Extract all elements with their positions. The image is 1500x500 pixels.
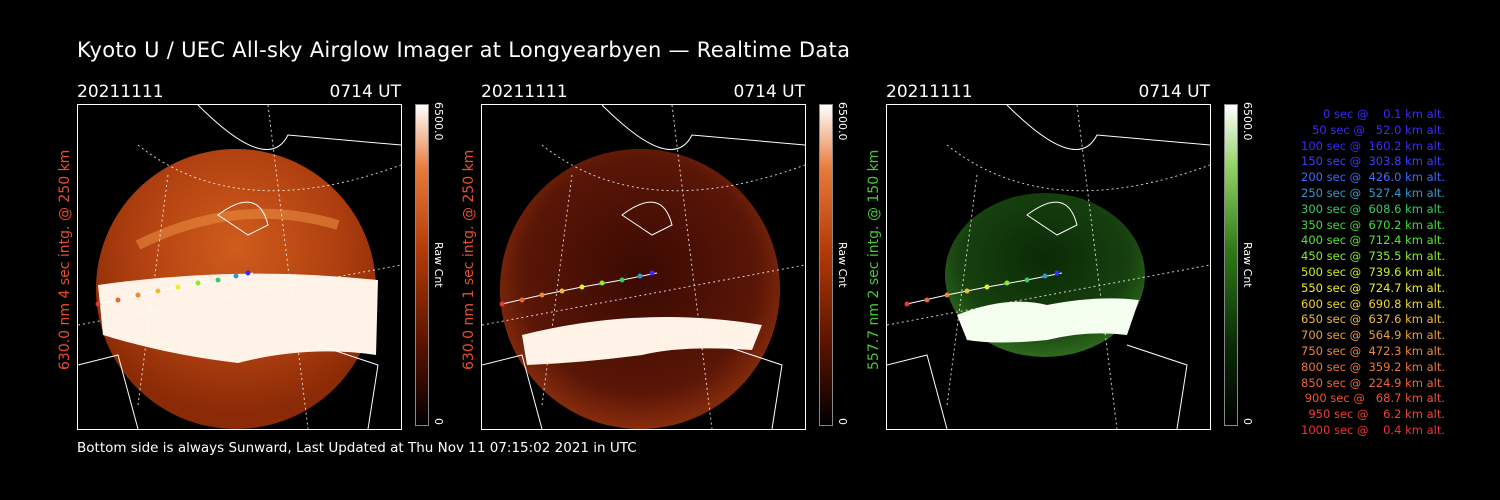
- legend-row: 100 sec @ 160.2 km alt.: [1301, 138, 1445, 153]
- footer-update-note: Bottom side is always Sunward, Last Upda…: [77, 440, 637, 456]
- panel-time: 0714 UT: [1138, 82, 1211, 102]
- panel-557-2sec: 20211111 0714 UT: [866, 80, 1286, 430]
- legend-row: 250 sec @ 527.4 km alt.: [1301, 185, 1445, 200]
- panel-ylabel: 630.0 nm 4 sec intg. @ 250 km: [57, 149, 73, 370]
- legend-row: 200 sec @ 426.0 km alt.: [1301, 170, 1445, 185]
- legend-row: 400 sec @ 712.4 km alt.: [1301, 233, 1445, 248]
- allsky-image: [481, 104, 806, 430]
- panel-date: 20211111: [77, 82, 164, 102]
- legend-row: 950 sec @ 6.2 km alt.: [1308, 407, 1445, 422]
- trajectory-markers: [904, 270, 1060, 307]
- allsky-image-svg: [78, 105, 401, 429]
- colorbar-unit: Raw Cnt: [836, 242, 849, 288]
- colorbar-min: 0: [1241, 418, 1254, 425]
- panel-ylabel: 557.7 nm 2 sec intg. @ 150 km: [866, 149, 882, 370]
- colorbar: [415, 104, 429, 426]
- panel-630-1sec: 20211111 0714 UT: [461, 80, 881, 430]
- colorbar: [819, 104, 833, 426]
- legend-row: 50 sec @ 52.0 km alt.: [1312, 122, 1445, 137]
- legend-row: 650 sec @ 637.6 km alt.: [1301, 312, 1445, 327]
- panel-date: 20211111: [481, 82, 568, 102]
- panel-time: 0714 UT: [329, 82, 402, 102]
- colorbar-max: 6500.0: [432, 102, 445, 141]
- allsky-image-svg: [482, 105, 805, 429]
- allsky-image: [886, 104, 1211, 430]
- trajectory-markers: [499, 270, 655, 307]
- colorbar-unit: Raw Cnt: [1241, 242, 1254, 288]
- legend-row: 500 sec @ 739.6 km alt.: [1301, 264, 1445, 279]
- legend-row: 0 sec @ 0.1 km alt.: [1322, 107, 1445, 121]
- colorbar-min: 0: [836, 418, 849, 425]
- panel-time: 0714 UT: [733, 82, 806, 102]
- altitude-legend: 0 sec @ 0.1 km alt. 50 sec @ 52.0 km alt…: [1255, 107, 1445, 439]
- colorbar: [1224, 104, 1238, 426]
- allsky-image-svg: [887, 105, 1210, 429]
- colorbar-min: 0: [432, 418, 445, 425]
- legend-row: 450 sec @ 735.5 km alt.: [1301, 249, 1445, 264]
- legend-row: 350 sec @ 670.2 km alt.: [1301, 217, 1445, 232]
- legend-row: 850 sec @ 224.9 km alt.: [1301, 375, 1445, 390]
- panel-630-4sec: 20211111 0714 UT: [57, 80, 477, 430]
- legend-row: 700 sec @ 564.9 km alt.: [1301, 328, 1445, 343]
- legend-row: 1000 sec @ 0.4 km alt.: [1301, 422, 1445, 437]
- page-title: Kyoto U / UEC All-sky Airglow Imager at …: [77, 38, 851, 62]
- legend-row: 900 sec @ 68.7 km alt.: [1304, 391, 1445, 406]
- allsky-image: [77, 104, 402, 430]
- colorbar-max: 6500.0: [1241, 102, 1254, 141]
- legend-row: 800 sec @ 359.2 km alt.: [1301, 359, 1445, 374]
- panel-date: 20211111: [886, 82, 973, 102]
- colorbar-max: 6500.0: [836, 102, 849, 141]
- legend-row: 600 sec @ 690.8 km alt.: [1301, 296, 1445, 311]
- legend-row: 300 sec @ 608.6 km alt.: [1301, 201, 1445, 216]
- legend-row: 550 sec @ 724.7 km alt.: [1301, 280, 1445, 295]
- trajectory-markers: [95, 270, 251, 307]
- legend-row: 750 sec @ 472.3 km alt.: [1301, 343, 1445, 358]
- colorbar-unit: Raw Cnt: [432, 242, 445, 288]
- legend-row: 150 sec @ 303.8 km alt.: [1301, 154, 1445, 169]
- panel-ylabel: 630.0 nm 1 sec intg. @ 250 km: [461, 149, 477, 370]
